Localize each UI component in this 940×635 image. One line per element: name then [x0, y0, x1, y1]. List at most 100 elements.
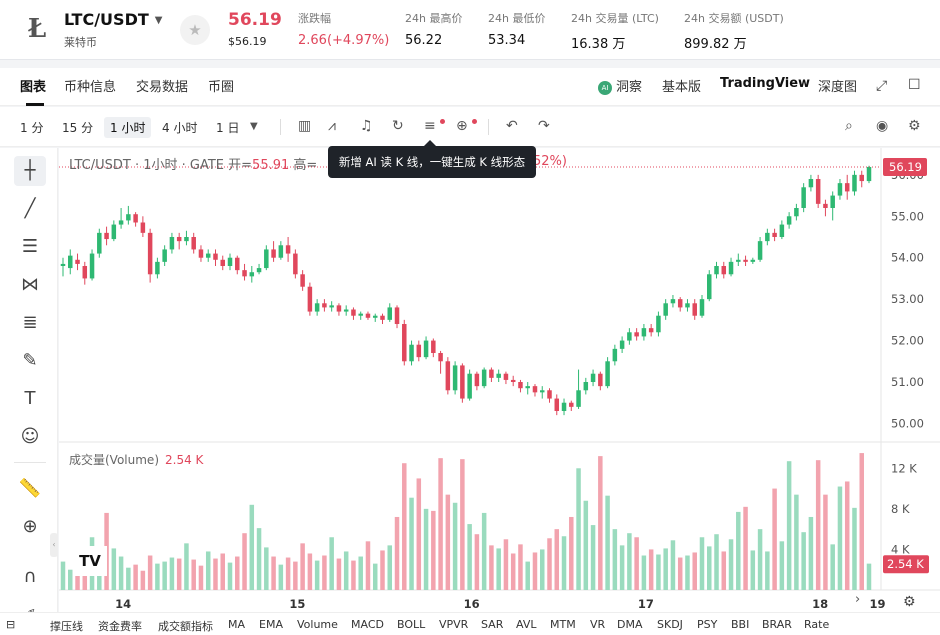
- chart-settings-icon[interactable]: ⚙: [903, 594, 916, 610]
- volume-bar: [184, 543, 189, 590]
- indicator-4[interactable]: EMA: [259, 618, 283, 631]
- pattern-icon[interactable]: ⋈: [21, 274, 39, 295]
- candle-body: [772, 232, 777, 237]
- redo-icon[interactable]: ↷: [538, 118, 550, 134]
- volume-bar: [547, 538, 552, 590]
- volume-bar: [539, 549, 545, 590]
- indicator-11[interactable]: MTM: [550, 618, 576, 631]
- volume-bar: [380, 550, 385, 590]
- undo-icon[interactable]: ↶: [506, 118, 518, 134]
- indicator-7[interactable]: BOLL: [397, 618, 426, 631]
- indicator-10[interactable]: AVL: [516, 618, 537, 631]
- candle-body: [314, 303, 320, 312]
- tab-basic[interactable]: 基本版: [662, 80, 702, 95]
- ai-kline-icon[interactable]: ≡: [424, 118, 436, 134]
- tab-trade-data[interactable]: 交易数据: [136, 80, 189, 95]
- scroll-right-icon[interactable]: ›: [855, 592, 861, 607]
- favorite-star-icon[interactable]: ★: [180, 15, 210, 45]
- price-chart[interactable]: 56.0055.0054.0053.0052.0051.0050.0056.19…: [59, 148, 940, 618]
- expand-icon[interactable]: ⤢: [876, 78, 888, 94]
- indicator-18[interactable]: Rate: [804, 618, 830, 631]
- candle-body: [423, 340, 429, 358]
- zoom-in-icon[interactable]: ⊕: [22, 516, 38, 537]
- indicator-15[interactable]: PSY: [697, 618, 718, 631]
- caret-down-icon[interactable]: ▼: [250, 121, 258, 132]
- magnet-icon[interactable]: ∩: [23, 566, 37, 587]
- replay-icon[interactable]: ↻: [392, 118, 404, 134]
- new-badge-dot: [440, 119, 445, 124]
- tab-coin-info[interactable]: 币种信息: [64, 80, 117, 95]
- candle-body: [569, 402, 574, 407]
- indicator-17[interactable]: BRAR: [762, 618, 792, 631]
- volume-bar: [227, 562, 233, 590]
- indicator-6[interactable]: MACD: [351, 618, 384, 631]
- fib-icon[interactable]: ≣: [22, 312, 38, 333]
- brush-icon[interactable]: ✎: [22, 350, 38, 371]
- timeframe-1m[interactable]: 1 分: [20, 121, 44, 135]
- indicator-1[interactable]: 资金费率: [98, 620, 142, 633]
- price-tick-label: 52.00: [891, 334, 924, 348]
- volume-bar: [358, 556, 363, 590]
- ruler-icon[interactable]: 📏: [18, 478, 42, 499]
- tab-depth[interactable]: 深度图: [818, 80, 858, 95]
- indicator-13[interactable]: DMA: [617, 618, 643, 631]
- trend-line-icon[interactable]: ╱: [24, 198, 36, 219]
- timeframe-4h[interactable]: 4 小时: [162, 121, 198, 135]
- indicator-3[interactable]: MA: [228, 618, 246, 631]
- timeframe-1d[interactable]: 1 日: [216, 121, 240, 135]
- indicator-5[interactable]: Volume: [297, 618, 338, 631]
- candle-body: [728, 261, 734, 275]
- volume-legend: 成交量(Volume) 2.54 K: [69, 451, 203, 468]
- volume-bar: [155, 563, 160, 590]
- candle-body: [372, 315, 378, 318]
- alert-bell-icon[interactable]: ♫: [360, 118, 373, 134]
- indicator-16[interactable]: BBI: [731, 618, 750, 631]
- pair-selector[interactable]: LTC/USDT ▼: [64, 10, 162, 29]
- indicator-2[interactable]: 成交额指标: [158, 620, 213, 633]
- candle-body: [351, 309, 356, 316]
- tab-tradingview[interactable]: TradingView: [720, 76, 811, 91]
- chart-toolbar: 1 分 15 分 1 小时 4 小时 1 日 ▼ ▥ ⩘ ♫ ↻ ≡ ⊕ ↶ ↷…: [0, 107, 940, 147]
- time-tick-label: 16: [464, 597, 480, 611]
- candle-body: [438, 353, 443, 362]
- collapse-sidebar-handle[interactable]: ‹: [50, 533, 58, 557]
- timeframe-15m[interactable]: 15 分: [62, 121, 94, 135]
- search-icon[interactable]: ⌕: [845, 118, 853, 134]
- volume-bar: [481, 512, 487, 590]
- settings-gear-icon[interactable]: ⚙: [908, 118, 921, 134]
- tab-chart[interactable]: 图表: [20, 80, 47, 95]
- text-tool-icon[interactable]: T: [24, 388, 36, 409]
- candle-body: [329, 305, 334, 308]
- candle-body: [97, 232, 102, 254]
- last-price: 56.19: [228, 10, 282, 30]
- legend-open-value: 55.91: [252, 158, 290, 173]
- indicator-12[interactable]: VR: [590, 618, 606, 631]
- volume-bar: [823, 494, 828, 590]
- indicator-14[interactable]: SKDJ: [657, 618, 683, 631]
- add-icon[interactable]: ⊕: [456, 118, 468, 134]
- indicator-8[interactable]: VPVR: [439, 618, 469, 631]
- stat-high: 24h 最高价 56.22: [405, 10, 462, 48]
- candle-body: [402, 324, 407, 362]
- candle-type-icon[interactable]: ▥: [298, 118, 312, 134]
- stat-value: 56.22: [405, 33, 443, 48]
- emoji-icon[interactable]: ☺: [20, 426, 40, 447]
- indicator-9[interactable]: SAR: [481, 618, 504, 631]
- candle-body: [431, 340, 436, 353]
- ai-insight-button[interactable]: AI 洞察: [598, 76, 642, 95]
- timeframe-1h[interactable]: 1 小时: [104, 117, 152, 138]
- crosshair-icon[interactable]: ┼: [14, 156, 46, 186]
- candle-body: [300, 274, 305, 287]
- camera-icon[interactable]: ◉: [876, 118, 889, 134]
- indicators-icon[interactable]: ⩘: [328, 118, 336, 134]
- indicator-0[interactable]: 撑压线: [50, 620, 83, 633]
- candle-body: [264, 249, 269, 269]
- tab-community[interactable]: 币圈: [208, 80, 235, 95]
- window-icon[interactable]: ☐: [908, 77, 921, 93]
- horizontal-lines-icon[interactable]: ☰: [21, 236, 39, 257]
- candlestick-chart-svg[interactable]: 56.0055.0054.0053.0052.0051.0050.0056.19…: [59, 148, 940, 613]
- candle-body: [786, 216, 792, 225]
- candle-body: [496, 373, 501, 378]
- stat-value: 2.66(+4.97%): [298, 33, 390, 48]
- candle-body: [235, 257, 240, 271]
